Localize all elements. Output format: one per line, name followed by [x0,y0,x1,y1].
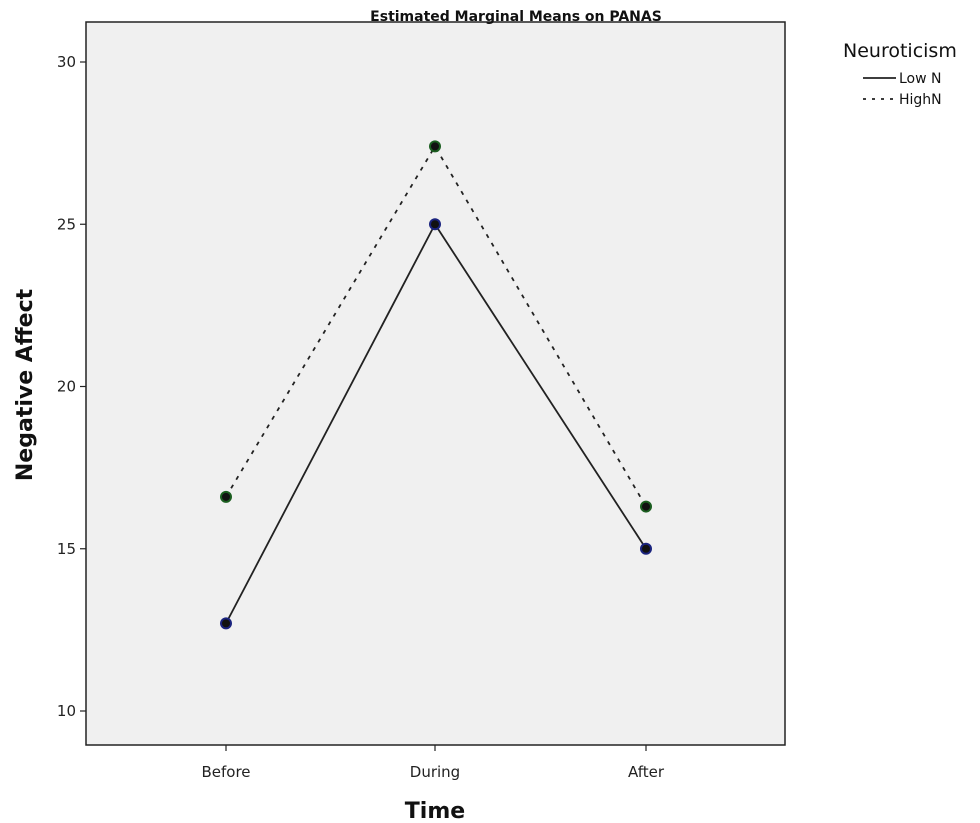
legend-label: HighN [899,92,942,108]
x-axis: Before During After [201,745,665,781]
series-layer [220,140,652,630]
plot-area [85,21,786,746]
data-point [220,617,232,630]
legend-title: Neuroticism [843,40,957,62]
x-tick-label: During [410,763,460,781]
x-tick-label: After [628,763,665,781]
data-point [429,218,441,231]
data-point [640,542,652,555]
y-tick-label: 20 [57,378,76,396]
x-axis-title: Time [405,799,465,823]
data-point [220,490,232,503]
data-point [429,140,441,153]
chart-title: Estimated Marginal Means on PANAS [370,9,662,25]
y-tick-label: 30 [57,53,76,71]
y-tick-label: 10 [57,702,76,720]
y-axis-title: Negative Affect [13,288,38,481]
y-axis: 10 15 20 25 30 [57,53,86,720]
data-point [640,500,652,513]
y-tick-label: 25 [57,215,76,233]
y-tick-label: 15 [57,540,76,558]
legend-label: Low N [899,71,942,87]
legend: Neuroticism Low N HighN [843,40,957,108]
x-tick-label: Before [201,763,250,781]
